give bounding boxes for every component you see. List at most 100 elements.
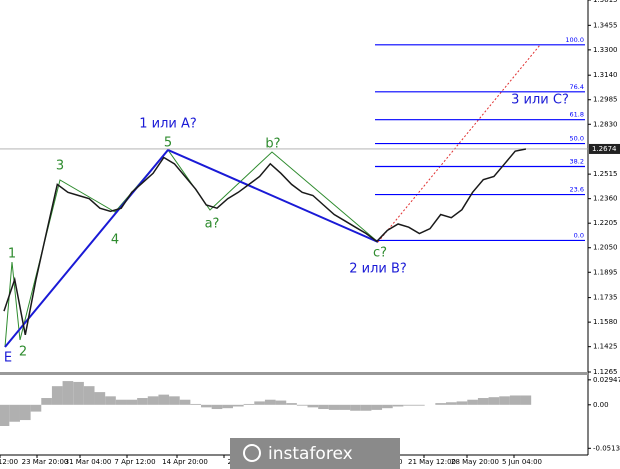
current-price-label: 1.2674	[592, 145, 617, 153]
y-tick-label: 1.2360	[593, 195, 618, 203]
oscillator-bar	[328, 404, 340, 410]
wave-label: E	[4, 351, 12, 366]
y-tick-label: 1.2985	[593, 96, 618, 104]
y-tick-label: 1.1895	[593, 268, 618, 276]
oscillator-bar	[509, 395, 521, 405]
wave-label: b?	[265, 137, 280, 152]
wave-label: 1 или A?	[139, 117, 197, 132]
current-price-box	[589, 143, 620, 154]
wave-label: 4	[111, 233, 119, 248]
y-tick-label: 1.3140	[593, 71, 618, 79]
watermark-box	[230, 438, 400, 469]
fib-label: 23.6	[570, 186, 584, 194]
trend-projection	[377, 44, 541, 243]
osc-tick-label: 0.02947	[593, 376, 620, 384]
oscillator-bar	[222, 404, 233, 409]
y-tick-label: 1.3455	[593, 21, 618, 29]
y-tick-label: 1.2515	[593, 170, 618, 178]
oscillator-bar	[211, 404, 223, 410]
oscillator-bar	[371, 404, 383, 410]
x-tick-label: 21 May 12:00	[408, 458, 456, 466]
oscillator-bar	[499, 396, 510, 405]
y-tick-label: 1.3300	[593, 46, 618, 54]
oscillator-bar	[264, 399, 276, 405]
oscillator-bar	[158, 394, 170, 405]
x-tick-label: 23 Mar 20:00	[22, 458, 69, 466]
fib-label: 0.0	[574, 231, 584, 239]
y-tick-label: 1.1265	[593, 368, 618, 376]
y-tick-label: 1.2830	[593, 120, 618, 128]
oscillator-bar	[62, 381, 74, 405]
oscillator-bar	[296, 404, 308, 406]
x-tick-label: 7 Apr 12:00	[114, 458, 155, 466]
wave-label: 5	[164, 136, 172, 151]
oscillator-bar	[435, 403, 446, 405]
wave-label: c?	[373, 246, 387, 261]
oscillator-bar	[83, 386, 95, 405]
wave-label: 2 или B?	[349, 262, 407, 277]
oscillator-bar	[403, 404, 415, 406]
oscillator-bar	[350, 404, 361, 411]
oscillator-bar	[0, 404, 10, 426]
oscillator-bar	[445, 402, 457, 405]
watermark: instaforex	[230, 438, 400, 469]
fib-label: 100.0	[565, 36, 584, 44]
oscillator-bar	[360, 404, 372, 411]
fib-label: 76.4	[570, 83, 584, 91]
oscillator-bar	[169, 396, 180, 405]
oscillator-bar	[179, 399, 191, 405]
oscillator-bar	[254, 401, 265, 405]
oscillator-bar	[41, 398, 52, 405]
watermark-icon	[243, 444, 261, 462]
wave-label: 1	[8, 247, 16, 262]
oscillator-bar	[73, 381, 84, 405]
wave-label: 3 или C?	[511, 93, 569, 108]
oscillator-bar	[105, 396, 116, 405]
wave-label: 3	[56, 159, 64, 174]
oscillator-bar	[467, 399, 478, 405]
oscillator-bar	[201, 404, 212, 408]
oscillator-bar	[275, 400, 287, 405]
wave-label: 2	[19, 345, 27, 360]
oscillator-bar	[115, 399, 127, 405]
x-tick-label: 14 Apr 20:00	[162, 458, 208, 466]
oscillator-bar	[9, 404, 20, 422]
y-tick-label: 1.1425	[593, 343, 618, 351]
oscillator-bar	[19, 404, 31, 421]
oscillator-bar	[137, 398, 148, 405]
oscillator-bar	[126, 399, 138, 405]
oscillator-bar	[286, 403, 297, 405]
panel-separator	[0, 372, 588, 375]
major-wave	[4, 148, 379, 348]
y-tick-label: 1.1580	[593, 318, 618, 326]
oscillator-bar	[339, 404, 351, 410]
oscillator-bar	[456, 401, 468, 405]
x-tick-label: 12:00	[0, 458, 18, 466]
y-tick-label: 1.2205	[593, 219, 618, 227]
minor-wave-start	[4, 261, 21, 348]
y-tick-label: 1.1735	[593, 294, 618, 302]
y-tick-label: 1.3615	[593, 0, 618, 4]
oscillator-bar	[232, 404, 244, 407]
fib-label: 61.8	[570, 111, 584, 119]
price-line	[3, 148, 527, 335]
oscillator-bar	[520, 395, 532, 405]
oscillator-bar	[392, 404, 404, 407]
fib-label: 50.0	[570, 135, 584, 143]
osc-tick-label: 0.00	[593, 401, 609, 409]
oscillator-bar	[51, 386, 63, 405]
watermark-text: instaforex	[268, 444, 353, 464]
fib-label: 38.2	[570, 158, 584, 166]
osc-tick-label: -0.05133	[593, 444, 620, 452]
oscillator-bar	[477, 398, 489, 405]
oscillator-bar	[94, 392, 106, 405]
wave-label: a?	[205, 217, 220, 232]
oscillator-bar	[243, 403, 255, 405]
oscillator-bar	[307, 404, 319, 408]
x-tick-label: 28 May 20:00	[451, 458, 499, 466]
oscillator-bar	[382, 404, 393, 409]
oscillator-bar	[190, 403, 202, 405]
oscillator-bar	[147, 396, 159, 405]
oscillator-bar	[30, 404, 42, 412]
